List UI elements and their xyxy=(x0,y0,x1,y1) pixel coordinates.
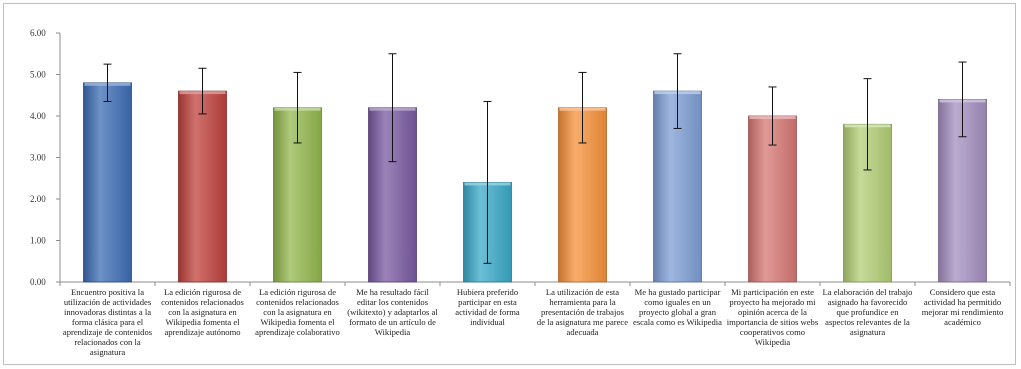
category-label: La edición rigurosa de contenidos relaci… xyxy=(161,287,244,337)
y-tick-label: 0.00 xyxy=(30,277,46,287)
y-tick-label: 5.00 xyxy=(30,70,46,80)
bar xyxy=(83,82,132,283)
bar xyxy=(178,90,227,283)
category-label: Considero que esta actividad ha permitid… xyxy=(921,287,1004,327)
y-tick-label: 4.00 xyxy=(30,111,46,121)
y-tick-label: 6.00 xyxy=(30,28,46,38)
category-label: Me ha resultado fácil editar los conteni… xyxy=(347,287,438,337)
y-tick-label: 2.00 xyxy=(30,194,46,204)
category-label: La utilización de esta herramienta para … xyxy=(536,287,629,337)
category-label: Mi participación en este proyecto ha mej… xyxy=(726,287,819,347)
y-tick-label: 1.00 xyxy=(30,236,46,246)
category-label: La edición rigurosa de contenidos relaci… xyxy=(255,287,340,337)
category-label: La elaboración del trabajo asignado ha f… xyxy=(822,287,913,337)
category-label: Me ha gustado participar como iguales en… xyxy=(633,287,722,327)
category-label: Encuentro positiva la utilización de act… xyxy=(62,287,153,357)
y-tick-label: 3.00 xyxy=(30,153,46,163)
category-label: Hubiera preferido participar en esta act… xyxy=(455,287,520,327)
